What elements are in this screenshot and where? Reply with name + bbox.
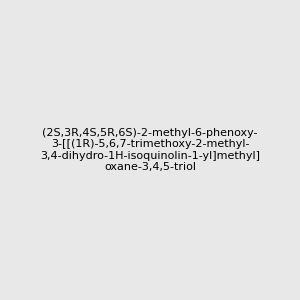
Text: (2S,3R,4S,5R,6S)-2-methyl-6-phenoxy-
3-[[(1R)-5,6,7-trimethoxy-2-methyl-
3,4-dih: (2S,3R,4S,5R,6S)-2-methyl-6-phenoxy- 3-[… — [40, 128, 260, 172]
